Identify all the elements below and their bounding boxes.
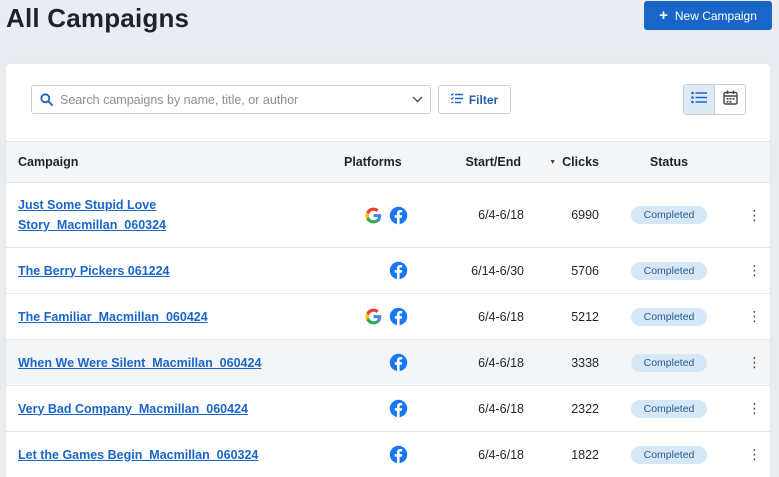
more-options-icon[interactable]: ⋮ (747, 400, 762, 416)
search-icon (32, 93, 60, 106)
filter-label: Filter (468, 92, 499, 107)
table-row: The Familiar_Macmillan_060424 6/4-6/18 5… (6, 293, 770, 340)
col-campaign[interactable]: Campaign (6, 141, 334, 183)
table-row: When We Were Silent_Macmillan_060424 6/4… (6, 339, 770, 386)
view-toggle (683, 84, 746, 115)
status-badge: Completed (630, 445, 708, 464)
clicks-cell: 5706 (529, 247, 599, 294)
campaign-name-line1: Just Some Stupid Love (18, 198, 157, 212)
calendar-view-button[interactable] (715, 85, 745, 114)
facebook-icon (389, 261, 408, 280)
col-platforms[interactable]: Platforms (334, 141, 414, 183)
campaign-link[interactable]: Let the Games Begin_Macmillan_060324 (18, 447, 259, 462)
table-row: Very Bad Company_Macmillan_060424 6/4-6/… (6, 385, 770, 432)
status-badge: Completed (630, 307, 708, 326)
clicks-cell: 5212 (529, 293, 599, 340)
google-icon (364, 206, 383, 225)
col-clicks-label: Clicks (562, 155, 599, 169)
google-icon (364, 307, 383, 326)
page-title: All Campaigns (6, 3, 190, 33)
dates-cell: 6/4-6/18 (414, 431, 529, 477)
status-badge: Completed (630, 353, 708, 372)
dates-cell: 6/4-6/18 (414, 293, 529, 340)
status-badge: Completed (630, 206, 708, 224)
list-view-button[interactable] (684, 85, 715, 114)
table-header-row: Campaign Platforms Start/End ▼ Clicks Sta… (6, 141, 770, 183)
clicks-cell: 6990 (529, 182, 599, 248)
facebook-icon (389, 353, 408, 372)
sort-desc-icon: ▼ (549, 159, 557, 166)
facebook-icon (389, 206, 408, 225)
facebook-icon (389, 399, 408, 418)
campaigns-table: Campaign Platforms Start/End ▼ Clicks Sta… (6, 141, 770, 477)
dates-cell: 6/4-6/18 (414, 182, 529, 248)
table-row: The Berry Pickers 061224 6/14-6/30 5706 … (6, 247, 770, 294)
table-row: Just Some Stupid Love Story_Macmillan_060… (6, 182, 770, 248)
new-campaign-label: New Campaign (674, 8, 757, 23)
status-badge: Completed (630, 399, 708, 418)
search-field[interactable] (31, 85, 431, 114)
table-row: Let the Games Begin_Macmillan_060324 6/4… (6, 431, 770, 477)
new-campaign-button[interactable]: + New Campaign (644, 1, 772, 30)
search-input[interactable] (60, 92, 404, 107)
campaign-name-line2: Story_Macmillan_060324 (18, 218, 167, 232)
dates-cell: 6/4-6/18 (414, 385, 529, 432)
dates-cell: 6/4-6/18 (414, 339, 529, 386)
chevron-down-icon[interactable] (404, 96, 430, 103)
more-options-icon[interactable]: ⋮ (747, 446, 762, 462)
facebook-icon (389, 445, 408, 464)
facebook-icon (389, 307, 408, 326)
col-start-end[interactable]: Start/End (414, 141, 529, 183)
clicks-cell: 1822 (529, 431, 599, 477)
campaign-link[interactable]: The Familiar_Macmillan_060424 (18, 309, 208, 324)
clicks-cell: 3338 (529, 339, 599, 386)
more-options-icon[interactable]: ⋮ (747, 308, 762, 324)
campaign-link[interactable]: Very Bad Company_Macmillan_060424 (18, 401, 248, 416)
campaign-link[interactable]: The Berry Pickers 061224 (18, 263, 170, 278)
col-clicks[interactable]: ▼ Clicks (529, 141, 599, 183)
list-icon (691, 91, 707, 109)
dates-cell: 6/14-6/30 (414, 247, 529, 294)
more-options-icon[interactable]: ⋮ (747, 206, 762, 223)
col-status[interactable]: Status (599, 141, 739, 183)
campaigns-card: Filter Campaign Platforms Start/End ▼ Cli… (6, 64, 770, 477)
status-badge: Completed (630, 261, 708, 280)
plus-icon: + (659, 7, 668, 24)
filter-icon (450, 92, 463, 107)
calendar-icon (722, 90, 738, 110)
clicks-cell: 2322 (529, 385, 599, 432)
col-actions (739, 141, 770, 183)
campaign-link[interactable]: Just Some Stupid Love Story_Macmillan_060… (18, 198, 166, 232)
more-options-icon[interactable]: ⋮ (747, 354, 762, 370)
filter-button[interactable]: Filter (438, 85, 511, 114)
campaign-link[interactable]: When We Were Silent_Macmillan_060424 (18, 355, 262, 370)
more-options-icon[interactable]: ⋮ (747, 262, 762, 278)
